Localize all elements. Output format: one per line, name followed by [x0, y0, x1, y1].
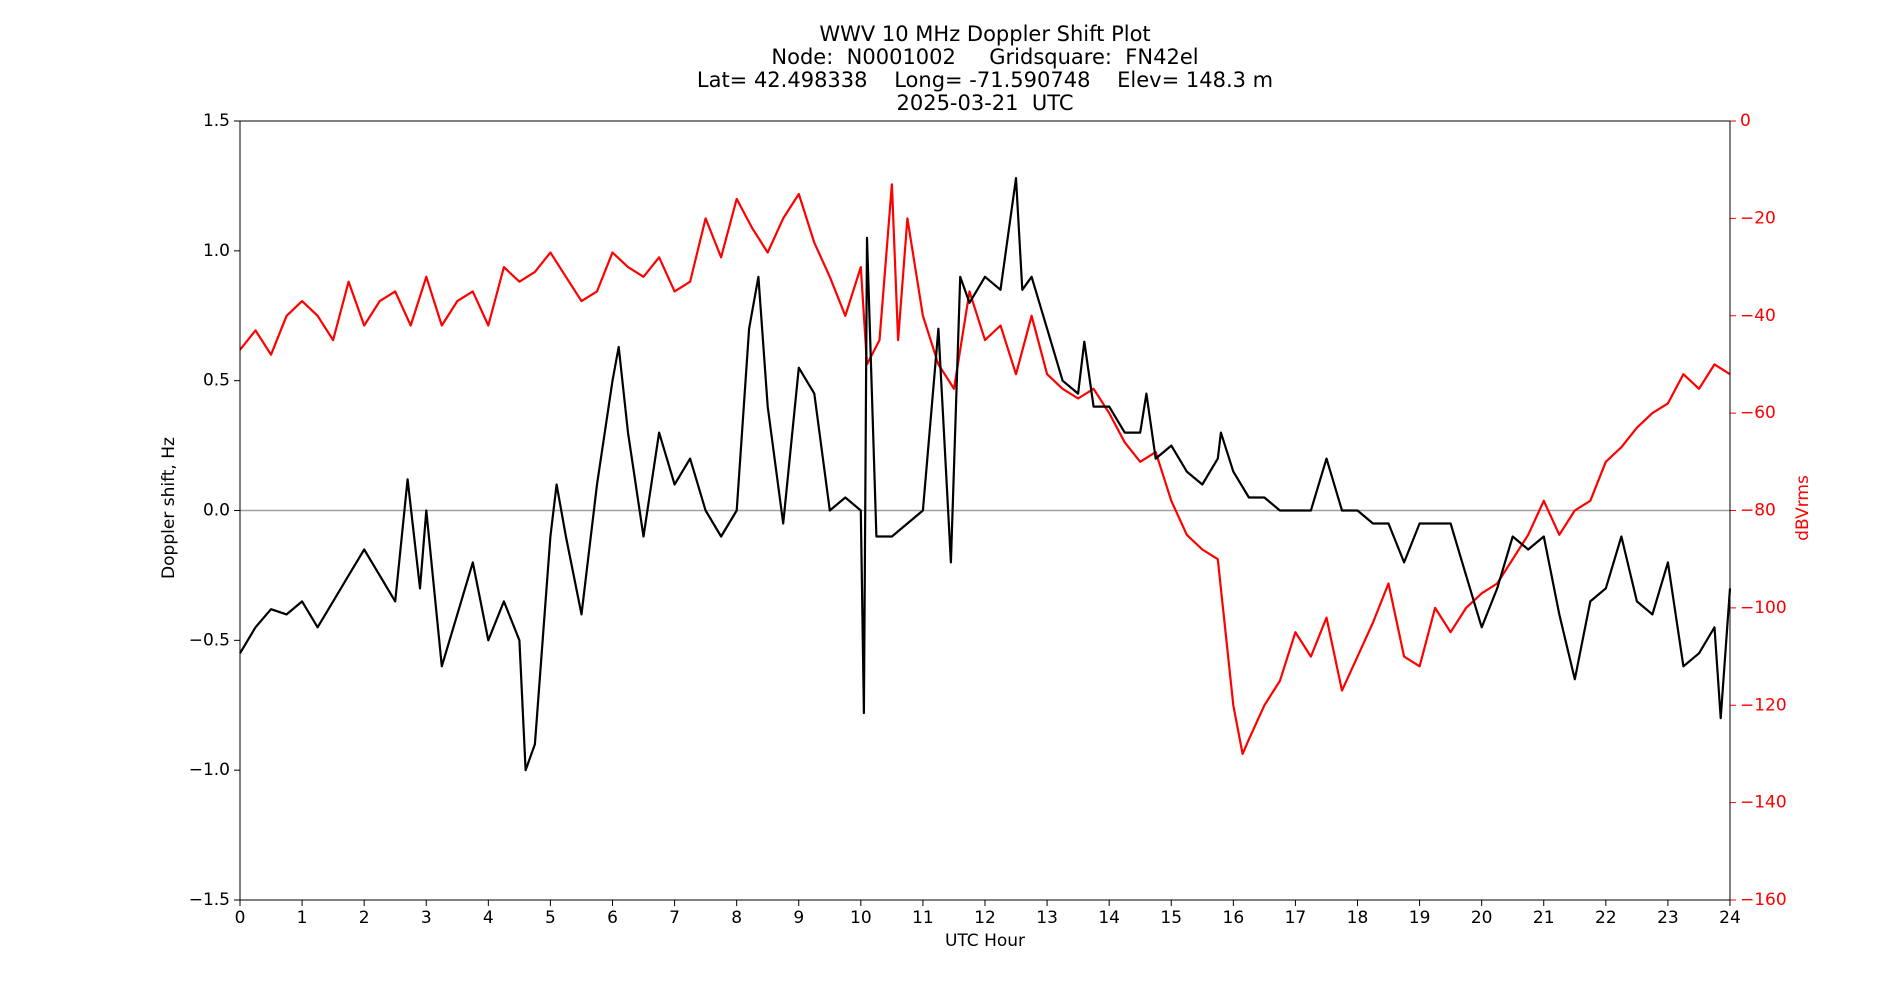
x-tick-label: 2 [359, 908, 370, 928]
x-tick-label: 10 [850, 908, 872, 928]
x-tick-label: 18 [1347, 908, 1369, 928]
x-tick-label: 12 [974, 908, 996, 928]
data-line [239, 177, 1732, 772]
x-tick-label: 1 [297, 908, 308, 928]
y-tick-label: −1.0 [189, 760, 230, 780]
y-tick-label: −0.5 [189, 630, 230, 650]
chart-title: WWV 10 MHz Doppler Shift Plot [819, 22, 1150, 46]
y2-tick-label: −100 [1740, 598, 1787, 618]
y-tick-label: 1.5 [203, 111, 230, 131]
x-tick-label: 21 [1533, 908, 1555, 928]
x-tick-label: 20 [1471, 908, 1493, 928]
y-tick-label: −1.5 [189, 890, 230, 910]
x-tick-label: 9 [793, 908, 804, 928]
y2-tick-label: −120 [1740, 695, 1787, 715]
y2-tick-label: −40 [1740, 306, 1776, 326]
y2-tick-label: 0 [1740, 111, 1751, 131]
x-tick-label: 4 [483, 908, 494, 928]
chart-subtitle: Lat= 42.498338 Long= -71.590748 Elev= 14… [697, 68, 1273, 92]
x-tick-label: 5 [545, 908, 556, 928]
y2-tick-label: −80 [1740, 501, 1776, 521]
y2-axis-label: dBVrms [1793, 475, 1813, 541]
y2-tick-label: −60 [1740, 403, 1776, 423]
chart-subtitle: 2025-03-21 UTC [896, 91, 1073, 115]
y-tick-label: 1.0 [203, 241, 230, 261]
x-axis-label: UTC Hour [945, 931, 1025, 951]
plot-frame [239, 120, 1731, 901]
x-tick-label: 16 [1223, 908, 1245, 928]
x-tick-label: 19 [1409, 908, 1431, 928]
x-tick-label: 13 [1036, 908, 1058, 928]
chart-subtitle: Node: N0001002 Gridsquare: FN42el [771, 45, 1198, 69]
x-tick-label: 11 [912, 908, 934, 928]
y2-tick-label: −160 [1740, 890, 1787, 910]
y-tick-label: 0.0 [203, 501, 230, 521]
y-axis-label: Doppler shift, Hz [159, 437, 179, 579]
x-tick-label: 3 [421, 908, 432, 928]
x-tick-label: 22 [1595, 908, 1617, 928]
y2-tick-label: −20 [1740, 208, 1776, 228]
y-tick-label: 0.5 [203, 371, 230, 391]
x-tick-label: 24 [1719, 908, 1741, 928]
x-tick-label: 15 [1160, 908, 1182, 928]
x-tick-label: 23 [1657, 908, 1679, 928]
x-tick-label: 0 [235, 908, 246, 928]
data-line [239, 183, 1731, 755]
x-tick-label: 8 [731, 908, 742, 928]
x-tick-label: 7 [669, 908, 680, 928]
y2-tick-label: −140 [1740, 793, 1787, 813]
x-tick-label: 14 [1098, 908, 1120, 928]
x-tick-label: 6 [607, 908, 618, 928]
x-tick-label: 17 [1285, 908, 1307, 928]
